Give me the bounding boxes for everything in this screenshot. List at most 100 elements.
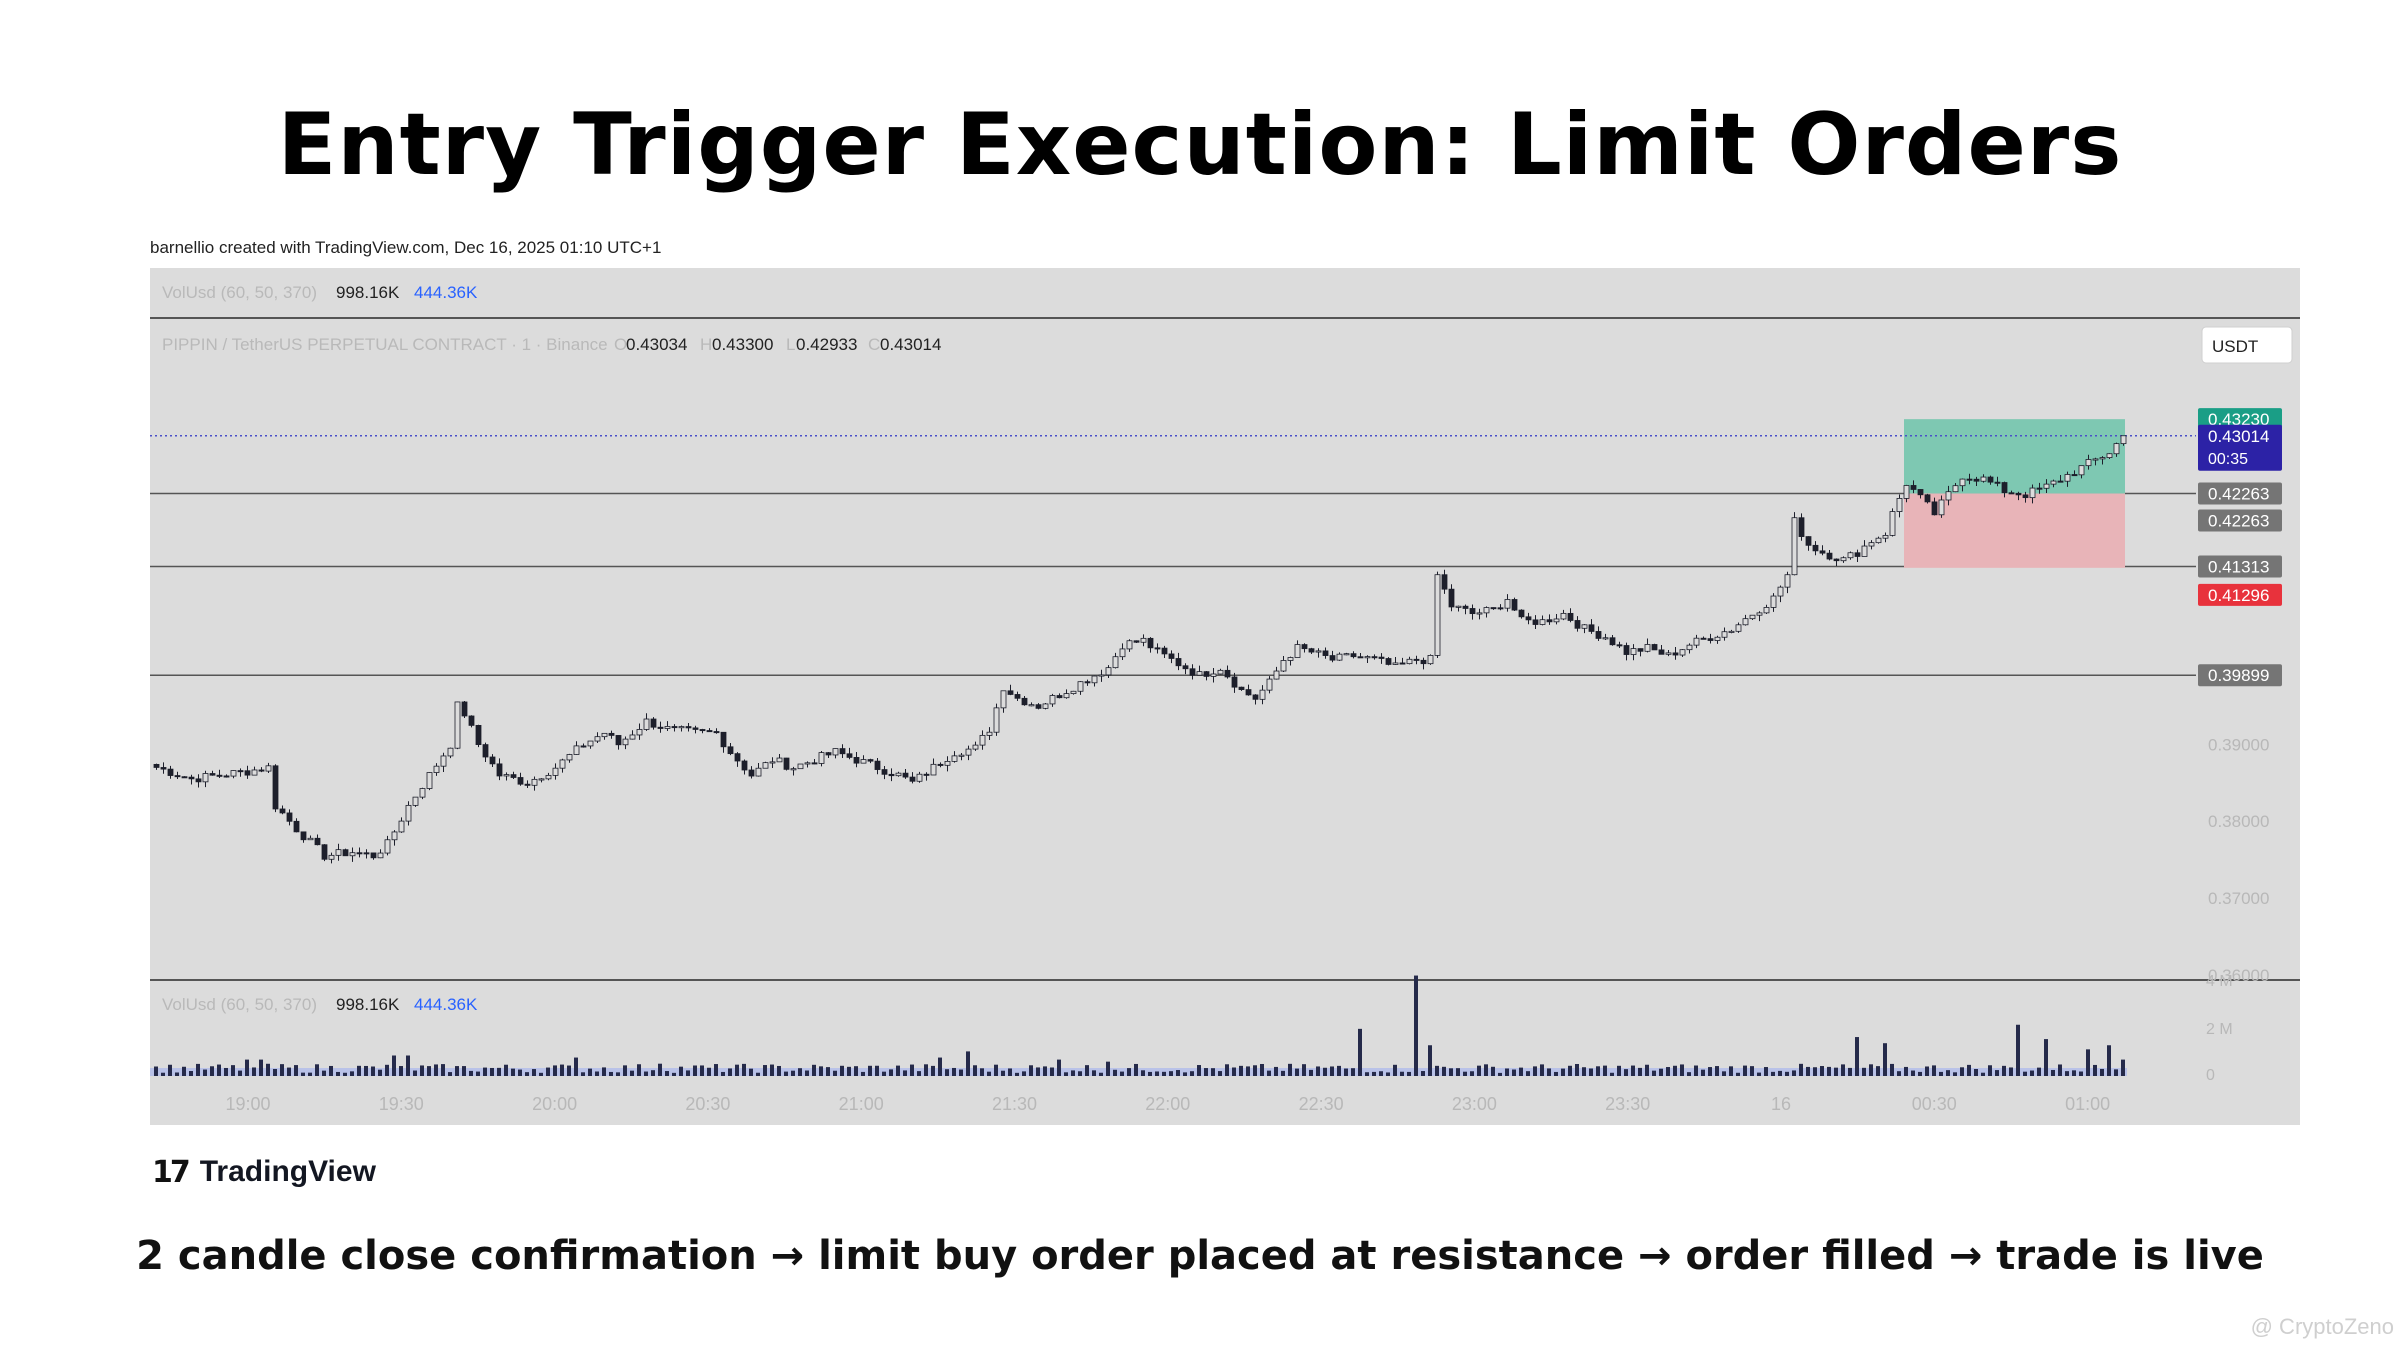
y-axis-label: 0.38000 — [2208, 812, 2269, 831]
volume-bar — [413, 1070, 417, 1076]
volume-bar — [427, 1066, 431, 1076]
candle-body — [1840, 557, 1847, 562]
candle-body — [1889, 511, 1896, 536]
volume-bar — [1841, 1064, 1845, 1076]
candle-body — [916, 773, 923, 782]
candle-body — [489, 756, 496, 765]
candle-body — [1049, 695, 1056, 705]
volume-bar — [1477, 1065, 1481, 1076]
candle-body — [216, 774, 223, 777]
volume-bar — [1428, 1045, 1432, 1076]
candle-body — [965, 748, 972, 756]
volume-bar — [1064, 1072, 1068, 1076]
candle-body — [1021, 697, 1028, 706]
candle-body — [1658, 649, 1665, 655]
candle-body — [454, 701, 461, 749]
volume-bar — [476, 1071, 480, 1076]
candle-body — [2078, 465, 2085, 476]
volume-bar — [1778, 1070, 1782, 1076]
tradingview-logo[interactable]: 17 TradingView — [152, 1152, 376, 1192]
volume-bar — [1036, 1067, 1040, 1076]
candle-body — [1546, 619, 1553, 623]
volume-bar — [679, 1066, 683, 1076]
volume-bar — [1120, 1071, 1124, 1076]
volume-bar — [308, 1072, 312, 1076]
volume-bar — [1246, 1066, 1250, 1076]
candle-body — [1630, 648, 1637, 655]
volume-bar — [833, 1070, 837, 1076]
candle-body — [1532, 619, 1539, 625]
candle-body — [615, 735, 622, 746]
volume-bar — [1743, 1065, 1747, 1076]
volume-bar — [1197, 1065, 1201, 1076]
position-zones — [1904, 419, 2125, 568]
candle-body — [1070, 690, 1077, 695]
candle-body — [1798, 517, 1805, 537]
watermark: @ CryptoZeno — [2250, 1314, 2394, 1339]
candle-body — [664, 726, 671, 729]
volume-bar — [455, 1066, 459, 1076]
volume-bar — [210, 1066, 214, 1076]
candle-body — [776, 757, 783, 763]
candle-body — [1161, 647, 1168, 655]
candle-body — [594, 736, 601, 742]
volume-bar — [217, 1064, 221, 1076]
countdown-label: 00:35 — [2208, 451, 2248, 468]
candle-body — [2071, 474, 2078, 477]
volume-bar — [357, 1065, 361, 1076]
candle-body — [209, 773, 216, 776]
price-tag — [2198, 408, 2282, 431]
candle-body — [510, 774, 517, 778]
volume-bar — [1337, 1065, 1341, 1076]
candle-body — [1028, 704, 1035, 707]
candle-body — [839, 748, 846, 755]
candle-body — [1959, 478, 1966, 487]
price-tag-label: 0.43014 — [2208, 427, 2269, 446]
candle-body — [1364, 656, 1371, 659]
candle-body — [1497, 607, 1504, 610]
volume-bar — [448, 1072, 452, 1076]
candle-body — [447, 747, 454, 757]
candle-body — [482, 744, 489, 758]
x-axis-label: 22:30 — [1299, 1094, 1344, 1114]
volume-bar — [1099, 1072, 1103, 1076]
candle-body — [1077, 681, 1084, 692]
volume-bar — [1680, 1064, 1684, 1076]
volume-bar — [420, 1065, 424, 1076]
volume-bar — [1652, 1070, 1656, 1076]
candle-body — [1105, 667, 1112, 676]
candle-body — [195, 778, 202, 783]
candle-body — [545, 774, 552, 780]
volume-axis-labels: 4 M 2 M 0 — [2206, 973, 2233, 1084]
volume-bar — [1281, 1070, 1285, 1076]
candle-body — [1805, 536, 1812, 546]
volume-bar — [868, 1065, 872, 1076]
volume-bar — [1106, 1061, 1110, 1076]
volume-bar — [1155, 1071, 1159, 1076]
candle-body — [2015, 492, 2022, 496]
volume-bar — [735, 1064, 739, 1076]
candle-body — [2050, 480, 2057, 485]
y-axis-label: 0.36000 — [2208, 966, 2269, 985]
candle-body — [160, 767, 167, 770]
candle-body — [1231, 676, 1238, 688]
candle-body — [1791, 517, 1798, 576]
volume-bar — [2030, 1070, 2034, 1076]
candle-body — [1000, 690, 1007, 709]
candle-body — [1280, 660, 1287, 672]
volume-bar — [1526, 1071, 1530, 1076]
candle-body — [818, 752, 825, 764]
candle-body — [1154, 647, 1161, 650]
volume-bar — [511, 1068, 515, 1076]
candle-body — [832, 748, 839, 756]
currency-button[interactable]: USDT — [2201, 326, 2293, 364]
volume-bar — [924, 1064, 928, 1076]
ohlc-open-key: O — [614, 335, 627, 354]
volume-bar — [1218, 1071, 1222, 1076]
volume-bar — [700, 1065, 704, 1076]
volume-bar — [1519, 1067, 1523, 1076]
x-axis-labels: 19:00 19:30 20:00 20:30 21:00 21:30 22:00 22:30… — [225, 1094, 2110, 1114]
volume-bar — [294, 1065, 298, 1076]
candle-body — [1406, 658, 1413, 665]
price-tag — [2198, 509, 2282, 532]
